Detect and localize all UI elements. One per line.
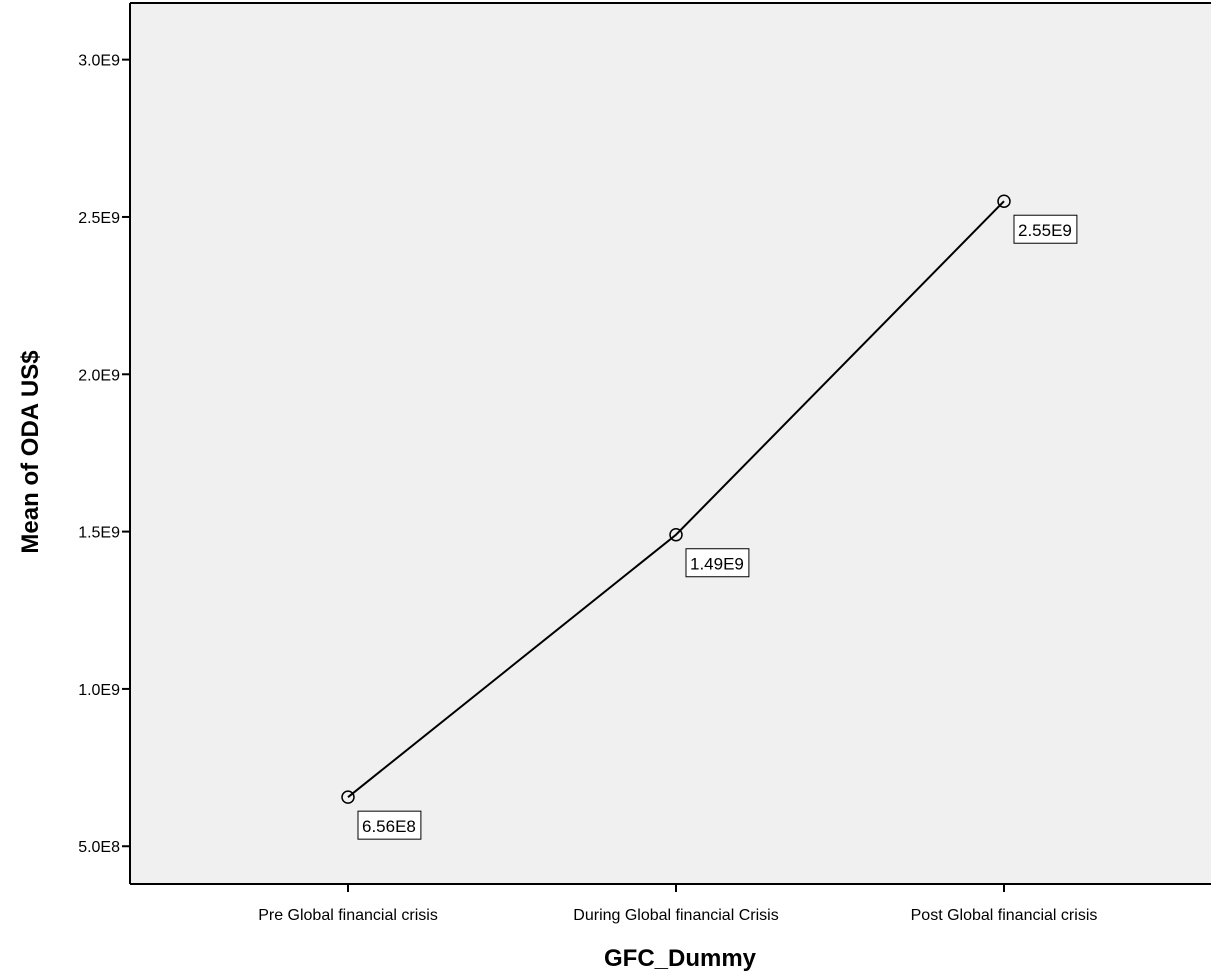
y-tick-label: 2.0E9	[78, 367, 120, 384]
series-line	[347, 200, 1005, 798]
x-axis-title: GFC_Dummy	[604, 945, 757, 972]
data-label: 2.55E9	[1013, 214, 1078, 244]
data-point-marker	[669, 527, 683, 542]
data-label: 1.49E9	[685, 548, 750, 578]
data-label-text: 2.55E9	[1018, 221, 1072, 240]
y-tick-label: 1.0E9	[78, 682, 120, 699]
y-axis-title: Mean of ODA US$	[17, 350, 44, 554]
series-mean-oda: 6.56E8 1.49E9 2.55E9	[341, 194, 1078, 840]
data-label-box	[357, 810, 422, 840]
data-point-marker	[997, 194, 1011, 208]
x-axis-ticks: Pre Global financial crisis During Global…	[258, 884, 1097, 924]
data-label-text: 6.56E8	[362, 817, 416, 836]
y-axis-ticks: 5.0E8 1.0E9 1.5E9 2.0E9 2.5E9 3.0E9	[78, 53, 130, 856]
y-tick-label: 1.5E9	[78, 525, 120, 542]
data-label-text: 1.49E9	[690, 555, 744, 574]
y-tick-label: 2.5E9	[78, 210, 120, 227]
data-point-marker	[341, 790, 355, 804]
y-tick-label: 5.0E8	[78, 839, 120, 856]
data-label-box	[1013, 214, 1078, 244]
x-tick-label: During Global financial Crisis	[573, 907, 778, 924]
data-label-box	[685, 548, 750, 578]
x-tick-label: Pre Global financial crisis	[258, 907, 438, 924]
x-tick-label: Post Global financial crisis	[911, 907, 1098, 924]
plot-area	[130, 3, 1211, 884]
data-label: 6.56E8	[357, 810, 422, 840]
y-tick-label: 3.0E9	[78, 53, 120, 70]
